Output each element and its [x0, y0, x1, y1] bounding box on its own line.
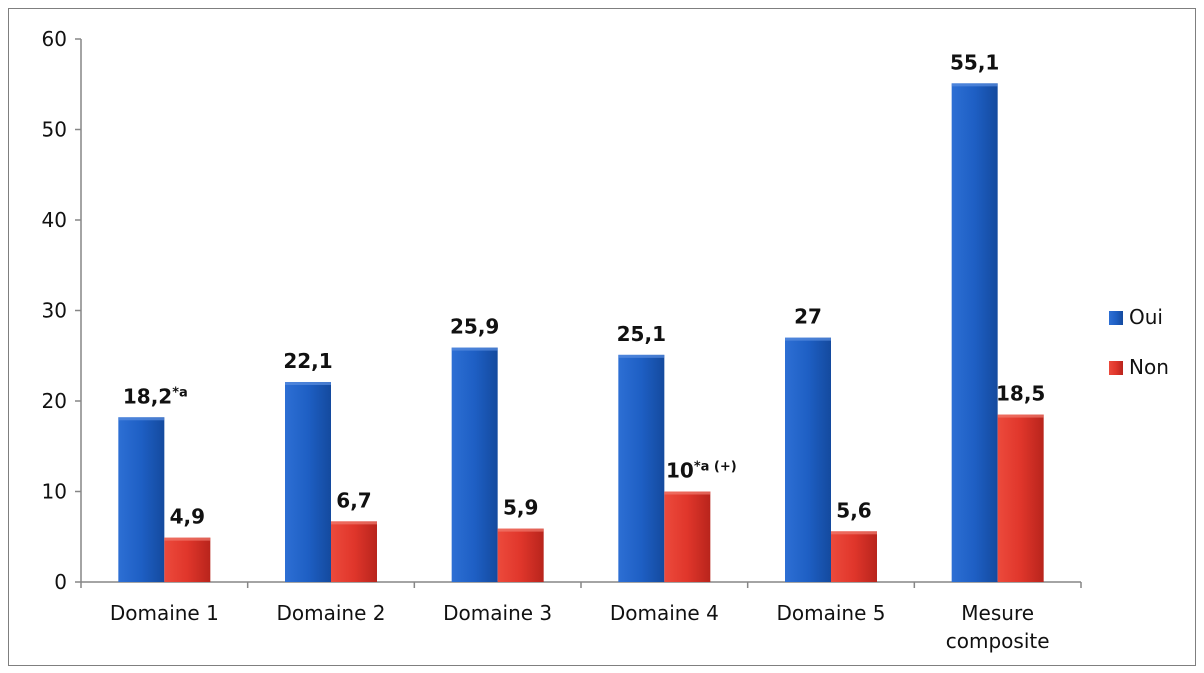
bar-chart: 0 10 20 30 40 50 60 Domaine 1 Domaine 2 Domaine 3… — [42, 27, 1169, 653]
y-tick-label: 20 — [42, 389, 67, 413]
bar-oui — [451, 347, 498, 582]
x-category-label: Domaine 3 — [443, 601, 552, 625]
data-label-oui: 55,1 — [950, 50, 999, 74]
bar-top-highlight — [331, 521, 377, 525]
data-label-oui: 25,1 — [617, 322, 666, 346]
bar-top-highlight — [164, 537, 211, 541]
bar-oui — [285, 381, 331, 582]
data-label-non: 5,9 — [503, 496, 538, 520]
y-tick-label: 10 — [42, 480, 67, 504]
data-label-oui: 22,1 — [283, 349, 332, 373]
bar-top-highlight — [618, 354, 665, 358]
y-tick-label: 30 — [42, 299, 67, 323]
y-tick-label: 50 — [42, 118, 67, 142]
bar-top-highlight — [497, 528, 544, 532]
bar-oui — [118, 417, 165, 582]
x-category-label: Domaine 1 — [110, 601, 219, 625]
data-label-non: 6,7 — [336, 488, 371, 512]
bar-top-highlight — [785, 337, 831, 341]
bar-non — [831, 531, 877, 582]
data-labels: 18,2*a 22,1 25,9 25,1 27 55,1 4,9 6,7 5,9 10*a (+… — [123, 50, 1045, 528]
legend: Oui Non — [1109, 305, 1169, 379]
x-category-label: Domaine 5 — [777, 601, 886, 625]
data-label-non: 18,5 — [996, 382, 1045, 406]
y-tick-label: 0 — [54, 570, 67, 594]
chart-frame: 0 10 20 30 40 50 60 Domaine 1 Domaine 2 Domaine 3… — [8, 8, 1196, 666]
data-label-oui: 27 — [794, 305, 822, 329]
bar-non — [331, 521, 377, 582]
bar-non — [164, 537, 211, 582]
bar-non — [997, 414, 1044, 582]
data-label-oui: 25,9 — [450, 315, 499, 339]
bar-top-highlight — [664, 491, 711, 495]
x-category-label: Domaine 4 — [610, 601, 719, 625]
bar-top-highlight — [451, 347, 498, 351]
data-label-non: 4,9 — [170, 505, 205, 529]
axes: 0 10 20 30 40 50 60 Domaine 1 Domaine 2 Domaine 3… — [42, 27, 1082, 653]
x-category-label: Mesure — [961, 601, 1034, 625]
data-label-non: 10*a (+) — [666, 459, 737, 483]
data-label-non: 5,6 — [836, 498, 871, 522]
y-tick-label: 60 — [42, 27, 67, 51]
bar-oui — [618, 354, 665, 582]
bars — [118, 83, 1044, 582]
bar-oui — [951, 83, 998, 582]
bar-top-highlight — [997, 414, 1044, 418]
legend-label-oui: Oui — [1129, 305, 1163, 329]
legend-swatch-oui — [1109, 311, 1123, 325]
legend-swatch-non — [1109, 361, 1123, 375]
legend-label-non: Non — [1129, 355, 1169, 379]
data-label-oui: 18,2*a — [123, 384, 188, 408]
bar-top-highlight — [285, 381, 331, 385]
bar-non — [497, 528, 544, 582]
bar-top-highlight — [951, 83, 998, 87]
bar-top-highlight — [118, 417, 165, 421]
bar-non — [664, 491, 711, 582]
y-tick-label: 40 — [42, 208, 67, 232]
x-category-label: Domaine 2 — [277, 601, 386, 625]
bar-oui — [785, 337, 831, 582]
bar-top-highlight — [831, 531, 877, 535]
x-category-label: composite — [946, 629, 1050, 653]
